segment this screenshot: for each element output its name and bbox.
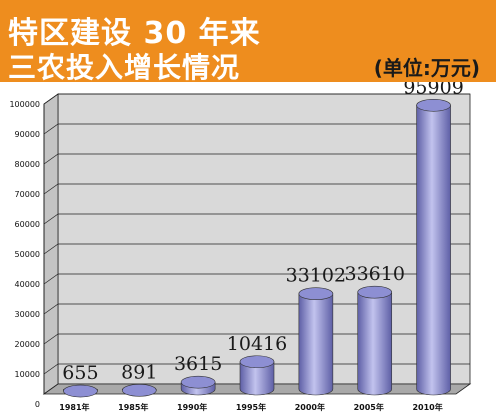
plot-side-wall [43,93,59,395]
chart-title-line-1: 特区建设 30 年来 [8,16,261,51]
data-label: 33610 [344,263,404,285]
data-label: 891 [121,361,157,383]
x-tick-label: 1990年 [177,402,207,412]
y-tick-label: 50000 [15,250,40,259]
x-tick-label: 2005年 [354,402,384,412]
unit-label: (单位:万元) [373,56,480,80]
bar-top [121,384,157,397]
bar [416,104,451,396]
gridline-side [43,213,59,225]
data-label: 33102 [286,265,346,287]
chart-title-line-2: 三农投入增长情况 [8,51,241,84]
y-tick-label: 70000 [15,190,40,199]
bar-top [416,98,451,112]
data-label: 95909 [403,82,463,98]
y-tick-label: 80000 [15,160,40,169]
y-tick-label: 0 [35,400,40,409]
gridline-side [43,153,59,165]
data-label: 10416 [227,333,287,355]
gridline-side [43,243,59,255]
bar-chart: 0 10000 20000 30000 40000 50000 60000 70000 8000… [9,82,472,412]
x-tick-label: 1985年 [118,402,148,412]
gridline-side [43,93,59,105]
y-tick-label: 10000 [15,370,40,379]
bar-top [180,375,216,389]
bar-top [63,384,98,398]
gridline-side [43,333,59,345]
x-tick-label: 2000年 [295,402,325,412]
bar [239,361,275,396]
plot-back-wall [57,93,471,385]
bar-top [239,355,275,369]
title-banner: 特区建设 30 年来 三农投入增长情况 (单位:万元) [0,0,496,84]
x-tick-label: 2010年 [412,402,442,412]
y-tick-label: 100000 [9,100,40,109]
x-tick-label: 1995年 [236,402,266,412]
gridline-side [43,363,59,375]
gridline-side [43,183,59,195]
bar [298,293,334,396]
gridline-side [43,303,59,315]
bar [357,291,393,396]
y-tick-label: 90000 [15,130,40,139]
bar-top [357,285,393,299]
y-tick-label: 30000 [15,310,40,319]
y-tick-label: 40000 [15,280,40,289]
y-tick-label: 20000 [15,340,40,349]
data-label: 655 [62,362,98,384]
gridline-side [43,123,59,135]
y-tick-label: 60000 [15,220,40,229]
data-label: 3615 [174,353,222,375]
x-tick-label: 1981年 [59,402,89,412]
bar-top [298,287,334,300]
gridline-side [43,273,59,285]
